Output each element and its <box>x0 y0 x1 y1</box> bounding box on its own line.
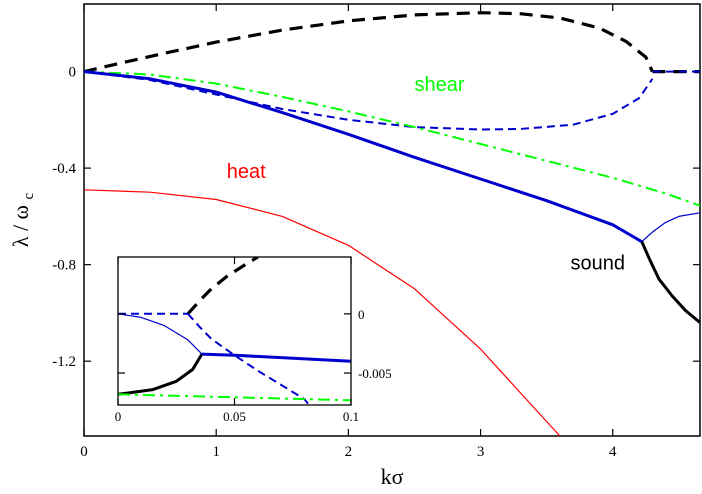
inset-x-tick-label: 0.1 <box>343 409 359 424</box>
annotation-shear: shear <box>414 74 464 96</box>
svg-text:λ / ω c: λ / ω c <box>8 192 37 247</box>
main-y-tick-label: 0 <box>69 65 77 81</box>
inset-x-tick-label: 0 <box>115 409 122 424</box>
main-series-line-6 <box>84 70 643 243</box>
annotation-heat: heat <box>227 161 266 183</box>
main-series-line-5 <box>84 70 700 207</box>
inset-series-line-2 <box>186 257 259 315</box>
inset-series-line-6 <box>201 352 351 363</box>
inset-background <box>118 257 351 405</box>
main-y-tick-label: -0.4 <box>52 161 76 177</box>
main-series-line-8 <box>640 241 700 324</box>
main-x-tick-label: 4 <box>609 444 617 460</box>
main-series-line-7 <box>641 212 700 243</box>
inset-series-line-4 <box>118 313 203 355</box>
y-axis-title: λ / ω c <box>8 192 37 247</box>
y-axis-title-main: λ / ω <box>8 205 33 247</box>
main-x-tick-label: 2 <box>345 444 353 460</box>
inset-plot-area: 0 0.05 0.1 0 -0.005 <box>115 256 392 424</box>
main-x-tick-label: 1 <box>212 444 220 460</box>
x-axis-title: kσ <box>381 464 404 489</box>
inset-y-tick-label: -0.005 <box>358 366 392 381</box>
main-x-tick-label: 3 <box>477 444 485 460</box>
main-plot-frame <box>83 3 701 437</box>
inset-y-tick-label: 0 <box>358 307 365 322</box>
inset-series-line-7 <box>118 393 351 402</box>
main-y-tick-label: -1.2 <box>52 354 76 370</box>
main-plot-area: 0 1 2 3 4 0 -0.4 -0.8 -1.2 <box>52 3 701 460</box>
inset-series-line-3 <box>187 313 310 405</box>
annotation-sound: sound <box>570 252 625 274</box>
main-y-tick-label: -0.8 <box>52 258 76 274</box>
main-series-line-4 <box>84 70 654 131</box>
main-series-line-1 <box>84 11 654 74</box>
main-series-line-9 <box>84 189 561 436</box>
main-x-tick-label: 0 <box>80 444 88 460</box>
inset-series-line-5 <box>118 353 204 396</box>
inset-x-tick-label: 0.05 <box>223 409 246 424</box>
y-axis-title-sub: c <box>21 192 37 199</box>
